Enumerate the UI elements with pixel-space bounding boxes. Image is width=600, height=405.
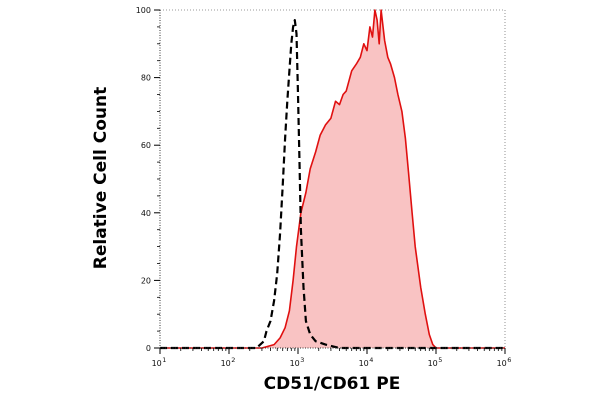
x-tick-exponent: 2 <box>231 356 235 364</box>
y-tick-label: 0 <box>146 344 151 353</box>
axes: 101 102 103 104 105 106 0 20 40 60 80 100 <box>136 6 512 368</box>
x-tick-exponent: 6 <box>507 356 511 364</box>
x-tick-label: 105 <box>428 356 443 368</box>
x-tick-exponent: 3 <box>300 356 304 364</box>
y-axis-title: Relative Cell Count <box>91 87 111 269</box>
x-tick-label: 102 <box>221 356 236 368</box>
y-tick-label: 40 <box>141 209 151 218</box>
x-tick-exponent: 4 <box>369 356 373 364</box>
y-tick-label: 80 <box>141 74 151 83</box>
y-tick-label: 100 <box>136 6 151 15</box>
plot-area <box>160 9 505 350</box>
y-tick-label: 20 <box>141 276 151 285</box>
series-line-dashed <box>160 19 505 350</box>
x-tick-label: 101 <box>152 356 167 368</box>
series-line-solid <box>160 9 505 349</box>
series-area-fill <box>160 10 505 348</box>
x-tick-label: 103 <box>290 356 305 368</box>
x-tick-exponent: 1 <box>162 356 166 364</box>
x-tick-label: 104 <box>359 356 374 368</box>
x-axis-title: CD51/CD61 PE <box>264 374 401 394</box>
y-tick-label: 60 <box>141 141 151 150</box>
x-tick-label: 106 <box>497 356 512 368</box>
x-tick-exponent: 5 <box>438 356 442 364</box>
